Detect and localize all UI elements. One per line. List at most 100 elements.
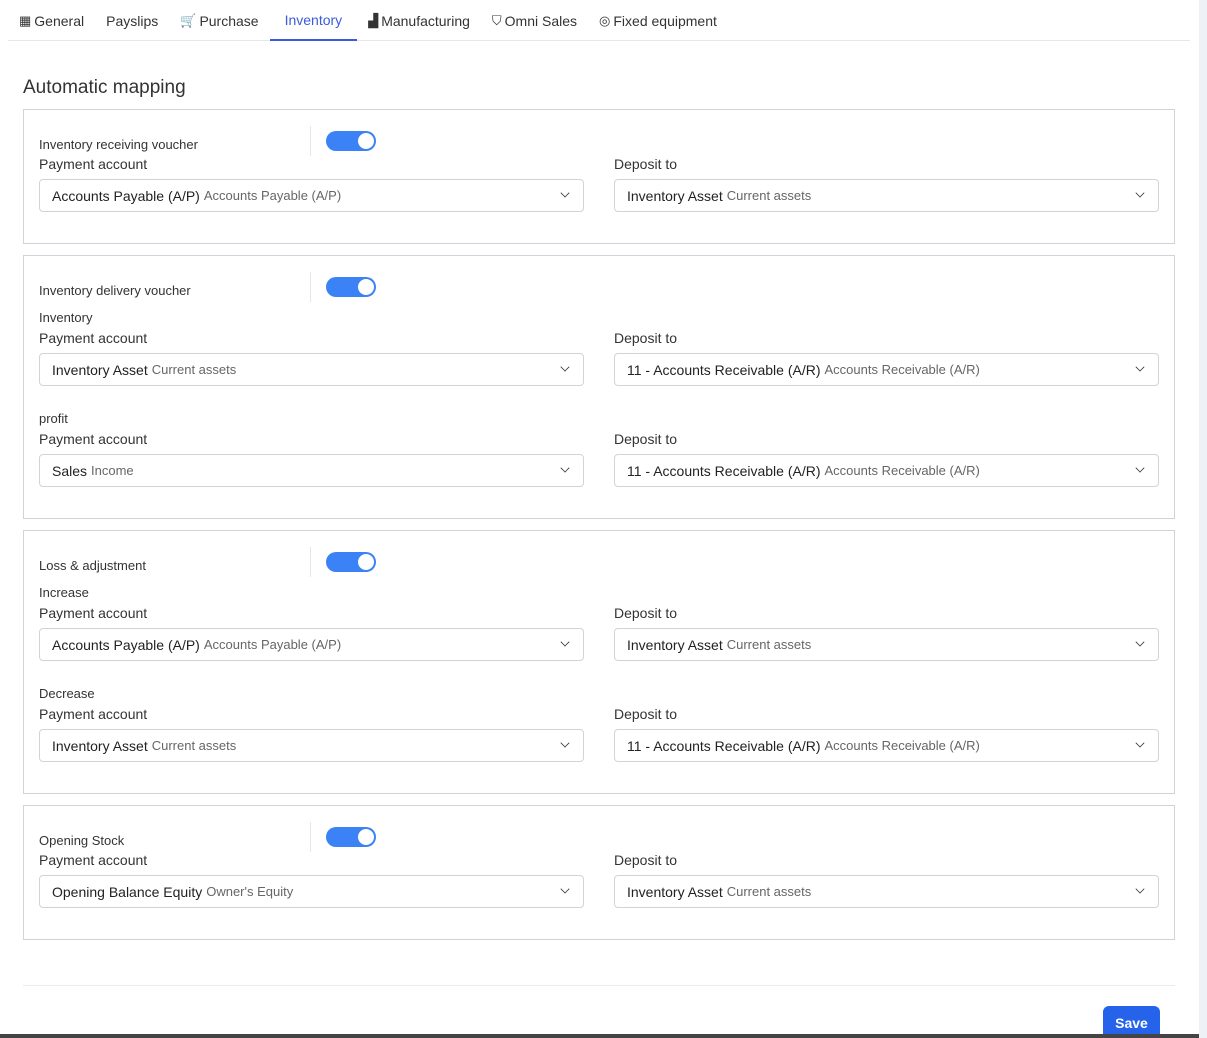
cart-icon: 🛒 — [180, 12, 197, 28]
chevron-down-icon — [560, 362, 570, 372]
selected-account: 11 - Accounts Receivable (A/R) — [627, 737, 821, 754]
payment-account-label: Payment account — [39, 156, 148, 172]
selected-account: Inventory Asset — [52, 737, 148, 754]
table-icon: ▦ — [19, 12, 32, 28]
mapping-group: profit Payment account Sales Income Deposit… — [39, 409, 1159, 487]
selected-account: Accounts Payable (A/P) — [52, 636, 200, 653]
tab-general[interactable]: ▦ General — [8, 0, 95, 41]
mapping-group: Payment account Accounts Payable (A/P) Ac… — [39, 154, 1159, 212]
selected-account: Inventory Asset — [627, 187, 723, 204]
mapping-group: Payment account Opening Balance Equity Ow… — [39, 850, 1159, 908]
section-inventory-receiving-voucher: Inventory receiving voucher Payment accou… — [23, 109, 1175, 244]
deposit-to-label: Deposit to — [614, 852, 678, 868]
tab-omni-sales[interactable]: ⛉ Omni Sales — [481, 0, 588, 41]
payment-account-label: Payment account — [39, 431, 148, 447]
account-type: Accounts Payable (A/P) — [203, 188, 342, 203]
account-type: Accounts Receivable (A/R) — [824, 362, 980, 377]
tab-label: Fixed equipment — [613, 12, 717, 29]
account-type: Current assets — [726, 637, 812, 652]
tab-label: General — [34, 12, 85, 29]
save-button[interactable]: Save — [1103, 1006, 1160, 1038]
chevron-down-icon — [560, 637, 570, 647]
payment-account-select[interactable]: Accounts Payable (A/P) Accounts Payable (… — [39, 179, 584, 212]
chevron-down-icon — [1135, 362, 1145, 372]
deposit-to-label: Deposit to — [614, 706, 678, 722]
divider — [310, 547, 311, 577]
basket-icon: ⛉ — [491, 12, 502, 28]
section-opening-stock: Opening Stock Payment account Opening Bal… — [23, 805, 1175, 940]
bullseye-icon: ◎ — [599, 12, 611, 28]
section-title: Inventory receiving voucher — [39, 137, 198, 152]
group-subtitle: Inventory — [39, 310, 93, 325]
payment-account-select[interactable]: Inventory Asset Current assets — [39, 729, 584, 762]
payment-account-label: Payment account — [39, 852, 148, 868]
payment-account-select[interactable]: Inventory Asset Current assets — [39, 353, 584, 386]
divider — [310, 822, 311, 852]
chevron-down-icon — [1135, 637, 1145, 647]
tab-purchase[interactable]: 🛒 Purchase — [169, 0, 269, 41]
deposit-to-select[interactable]: 11 - Accounts Receivable (A/R) Accounts R… — [614, 353, 1159, 386]
group-subtitle: Increase — [39, 585, 89, 600]
scrollbar[interactable] — [1199, 0, 1207, 1038]
selected-account: 11 - Accounts Receivable (A/R) — [627, 462, 821, 479]
deposit-to-select[interactable]: Inventory Asset Current assets — [614, 179, 1159, 212]
group-subtitle: Decrease — [39, 686, 95, 701]
account-type: Accounts Receivable (A/R) — [824, 463, 980, 478]
tab-label: Manufacturing — [381, 12, 470, 29]
payment-account-select[interactable]: Accounts Payable (A/P) Accounts Payable (… — [39, 628, 584, 661]
deposit-to-label: Deposit to — [614, 431, 678, 447]
divider — [23, 985, 1175, 986]
chevron-down-icon — [560, 188, 570, 198]
mapping-sections: Inventory receiving voucher Payment accou… — [23, 109, 1175, 951]
chevron-down-icon — [560, 738, 570, 748]
enable-toggle[interactable] — [326, 552, 376, 572]
account-type: Current assets — [151, 362, 237, 377]
tab-label: Omni Sales — [504, 12, 578, 29]
deposit-to-select[interactable]: Inventory Asset Current assets — [614, 875, 1159, 908]
chevron-down-icon — [560, 463, 570, 473]
tab-manufacturing[interactable]: ▟ Manufacturing — [357, 0, 481, 41]
mapping-group: Inventory Payment account Inventory Asset… — [39, 308, 1159, 386]
deposit-to-select[interactable]: 11 - Accounts Receivable (A/R) Accounts R… — [614, 729, 1159, 762]
tab-inventory[interactable]: Inventory — [269, 0, 358, 41]
deposit-to-select[interactable]: Inventory Asset Current assets — [614, 628, 1159, 661]
bottom-bar — [0, 1034, 1199, 1038]
enable-toggle[interactable] — [326, 827, 376, 847]
account-type: Current assets — [726, 188, 812, 203]
section-inventory-delivery-voucher: Inventory delivery voucher Inventory Payme… — [23, 255, 1175, 519]
deposit-to-label: Deposit to — [614, 330, 678, 346]
mapping-group: Increase Payment account Accounts Payable… — [39, 583, 1159, 661]
chevron-down-icon — [1135, 188, 1145, 198]
tab-label: Purchase — [199, 12, 259, 29]
account-type: Current assets — [151, 738, 237, 753]
divider — [310, 126, 311, 156]
section-loss-adjustment: Loss & adjustment Increase Payment account… — [23, 530, 1175, 794]
section-title: Loss & adjustment — [39, 558, 146, 573]
selected-account: Accounts Payable (A/P) — [52, 187, 200, 204]
section-title: Opening Stock — [39, 833, 125, 848]
tab-label: Payslips — [106, 12, 159, 29]
industry-icon: ▟ — [368, 12, 379, 28]
enable-toggle[interactable] — [326, 277, 376, 297]
payment-account-select[interactable]: Sales Income — [39, 454, 584, 487]
deposit-to-select[interactable]: 11 - Accounts Receivable (A/R) Accounts R… — [614, 454, 1159, 487]
enable-toggle[interactable] — [326, 131, 376, 151]
chevron-down-icon — [1135, 884, 1145, 894]
section-title: Inventory delivery voucher — [39, 283, 191, 298]
tab-payslips[interactable]: Payslips — [95, 0, 169, 41]
page-title: Automatic mapping — [23, 77, 186, 98]
tab-bar: ▦ General Payslips 🛒 Purchase Inventory ▟ Manuf… — [8, 0, 1190, 41]
selected-account: Inventory Asset — [52, 361, 148, 378]
group-subtitle: profit — [39, 411, 68, 426]
tab-fixed-equipment[interactable]: ◎ Fixed equipment — [588, 0, 728, 41]
account-type: Accounts Receivable (A/R) — [824, 738, 980, 753]
payment-account-label: Payment account — [39, 330, 148, 346]
account-type: Current assets — [726, 884, 812, 899]
payment-account-select[interactable]: Opening Balance Equity Owner's Equity — [39, 875, 584, 908]
mapping-group: Decrease Payment account Inventory Asset C… — [39, 684, 1159, 762]
deposit-to-label: Deposit to — [614, 156, 678, 172]
selected-account: 11 - Accounts Receivable (A/R) — [627, 361, 821, 378]
selected-account: Sales — [52, 462, 88, 479]
chevron-down-icon — [1135, 738, 1145, 748]
payment-account-label: Payment account — [39, 706, 148, 722]
